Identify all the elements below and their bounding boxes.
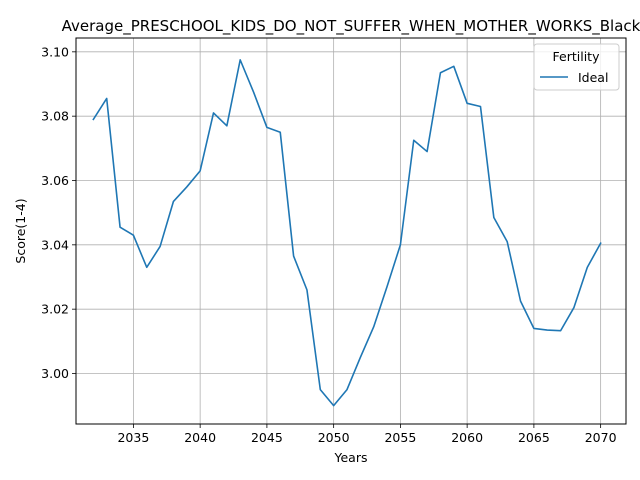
y-tick-label: 3.08: [41, 109, 69, 124]
legend: Fertility Ideal: [533, 43, 620, 91]
grid: [76, 38, 626, 424]
axes-frame: [75, 37, 627, 425]
y-axis: 3.00 3.02 3.04 3.06 3.08 3.10: [41, 44, 76, 381]
x-tick-label: 2050: [318, 430, 350, 445]
x-tick-label: 2060: [451, 430, 483, 445]
x-tick-label: 2040: [184, 430, 216, 445]
x-tick-label: 2055: [384, 430, 416, 445]
legend-label-ideal: Ideal: [578, 70, 608, 85]
x-tick-label: 2035: [117, 430, 149, 445]
series-layer: [92, 59, 602, 407]
x-tick-label: 2045: [251, 430, 283, 445]
y-tick-label: 3.10: [41, 44, 69, 59]
series-line-ideal: [92, 59, 602, 407]
x-axis: 2035 2040 2045 2050 2055 2060 2065 2070: [117, 424, 617, 445]
y-tick-label: 3.06: [41, 173, 69, 188]
y-tick-label: 3.02: [41, 302, 69, 317]
y-axis-label: Score(1-4): [13, 198, 28, 263]
legend-box: [533, 43, 620, 91]
x-tick-label: 2070: [585, 430, 617, 445]
chart-title: Average_PRESCHOOL_KIDS_DO_NOT_SUFFER_WHE…: [62, 17, 640, 36]
y-tick-label: 3.00: [41, 366, 69, 381]
x-tick-label: 2065: [518, 430, 550, 445]
y-tick-label: 3.04: [41, 237, 69, 252]
x-axis-label: Years: [334, 450, 368, 465]
legend-title: Fertility: [553, 49, 601, 64]
